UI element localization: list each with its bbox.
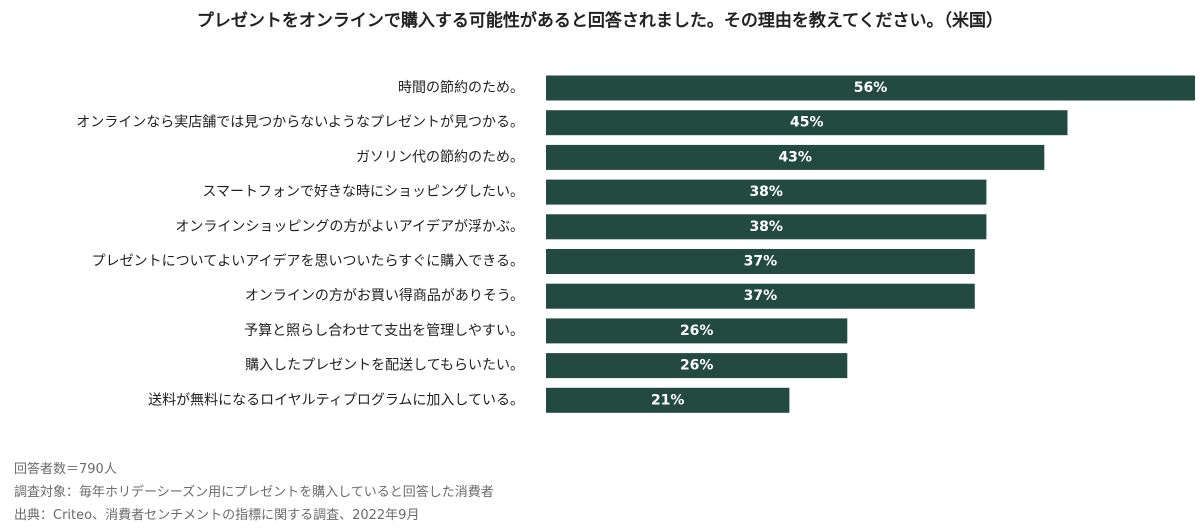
bar — [546, 179, 987, 205]
bar — [546, 353, 848, 379]
category-label: 予算と照らし合わせて支出を管理しやすい。 — [244, 323, 524, 339]
chart-title: プレゼントをオンラインで購入する可能性があると回答されました。その理由を教えてく… — [196, 11, 1004, 31]
survey-target-note: 調査対象：毎年ホリデーシーズン用にプレゼントを購入していると回答した消費者 — [14, 485, 494, 500]
value-label: 38% — [749, 184, 783, 200]
category-label: オンラインショッピングの方がよいアイデアが浮かぶ。 — [175, 218, 524, 235]
value-label: 21% — [651, 392, 685, 408]
value-label: 37% — [744, 288, 778, 304]
source-note: 出典：Criteo、消費者センチメントの指標に関する調査、2022年9月 — [14, 508, 420, 523]
bar — [546, 75, 1195, 101]
bar — [546, 318, 848, 344]
category-label: 購入したプレゼントを配送してもらいたい。 — [245, 358, 524, 374]
value-label: 26% — [680, 358, 714, 374]
bar — [546, 283, 975, 309]
value-label: 56% — [854, 80, 888, 96]
bar — [546, 144, 1045, 170]
category-label: 時間の節約のため。 — [398, 79, 524, 96]
respondent-count-note: 回答者数＝790人 — [14, 462, 117, 477]
category-label: オンラインなら実店舗では見つからないようなプレゼントが見つかる。 — [76, 115, 524, 131]
value-label: 43% — [778, 149, 812, 165]
category-label: スマートフォンで好きな時にショッピングしたい。 — [202, 184, 524, 200]
category-label: プレゼントについてよいアイデアを思いついたらすぐに購入できる。 — [92, 253, 524, 270]
bar — [546, 214, 987, 240]
category-label: オンラインの方がお買い得商品がありそう。 — [245, 287, 524, 304]
value-label: 37% — [744, 254, 778, 270]
bar — [546, 387, 790, 413]
value-label: 26% — [680, 323, 714, 339]
value-label: 45% — [790, 115, 824, 131]
value-label: 38% — [749, 219, 783, 235]
category-label: 送料が無料になるロイヤルティプログラムに加入している。 — [148, 392, 524, 408]
bar — [546, 110, 1068, 136]
category-label: ガソリン代の節約のため。 — [356, 148, 524, 165]
bar — [546, 249, 975, 274]
chart-notes: 回答者数＝790人 調査対象：毎年ホリデーシーズン用にプレゼントを購入していると… — [14, 458, 494, 527]
